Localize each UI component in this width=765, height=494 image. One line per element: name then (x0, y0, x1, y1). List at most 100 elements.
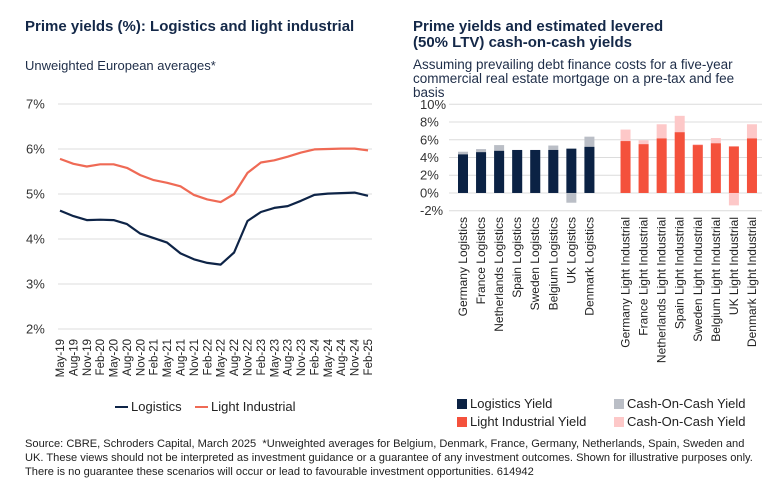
x-tick-label: Aug-20 (122, 339, 134, 376)
light-industrial-coc-legend-swatch (614, 416, 624, 427)
bar-belgium-logistics-logistics-yield (548, 149, 559, 193)
legend-item-light-industrial-yield: Light Industrial Yield (457, 414, 586, 429)
x-tick-label: May-20 (109, 339, 121, 377)
x-tick-label: Nov-24 (350, 338, 362, 376)
light-industrial-legend-swatch (195, 405, 208, 408)
bar-spain-logistics-logistics-yield (512, 149, 523, 193)
y-tick-label: 5% (26, 187, 45, 202)
x-tick-label: Belgium Light Industrial (709, 217, 723, 342)
bar-sweden-light-industrial-light-industrial-yield (692, 145, 703, 193)
x-tick-label: May-24 (323, 338, 335, 377)
bar-uk-logistics-cash-on-cash-yield (566, 192, 577, 203)
y-tick-label: 4% (420, 150, 439, 165)
x-tick-label: Nov-22 (242, 339, 254, 376)
legend-label: Logistics Yield (470, 396, 553, 411)
y-tick-label: -2% (420, 203, 444, 218)
legend-item-light-industrial-cash-on-cash: Cash-On-Cash Yield (614, 414, 746, 429)
left-chart-subtitle: Unweighted European averages* (25, 58, 216, 73)
x-tick-label: Feb-25 (363, 339, 375, 375)
left-x-axis: May-19 Aug-19 Nov-19 Feb-20 May-20 Aug-20 Nov-… (55, 338, 375, 377)
legend-label: Cash-On-Cash Yield (627, 396, 746, 411)
line-chart-prime-yields: 7%6%5%4%3%2% May-19 Aug-19 Nov-19 Feb-20 May… (26, 97, 375, 378)
left-series-lines (59, 147, 369, 266)
bar-uk-light-industrial-cash-on-cash-yield (728, 192, 739, 206)
legend-label: Cash-On-Cash Yield (627, 414, 746, 429)
bar-uk-light-industrial-light-industrial-yield (728, 146, 739, 193)
x-tick-label: Aug-19 (68, 339, 80, 376)
bar-denmark-light-industrial-light-industrial-yield (746, 138, 757, 193)
x-tick-label: May-23 (269, 339, 281, 377)
x-tick-label: Aug-22 (229, 339, 241, 376)
right-bars (458, 115, 757, 206)
x-tick-label: Netherlands Logistics (492, 217, 506, 332)
x-tick-label: Denmark Logistics (582, 217, 596, 316)
y-tick-label: 6% (26, 142, 45, 157)
x-tick-label: Nov-19 (82, 339, 94, 376)
x-tick-label: Spain Logistics (510, 217, 524, 298)
y-tick-label: 10% (420, 97, 446, 112)
x-tick-label: UK Light Industrial (727, 217, 741, 315)
right-y-axis: 10% 8% 6% 4% 2% 0% -2% (420, 97, 446, 218)
x-tick-label: Feb-20 (95, 339, 107, 375)
x-tick-label: Germany Light Industrial (619, 217, 633, 348)
y-tick-label: 2% (26, 322, 45, 337)
logistics-legend-swatch (115, 405, 128, 408)
bar-germany-logistics-logistics-yield (458, 154, 468, 193)
x-tick-label: UK Logistics (564, 217, 578, 284)
series-line-light-industrial (59, 147, 369, 204)
x-tick-label: Aug-23 (283, 339, 295, 376)
legend-item-light-industrial: Light Industrial (195, 399, 296, 414)
y-tick-label: 7% (26, 97, 45, 112)
x-tick-label: Feb-23 (256, 339, 268, 375)
right-chart-subtitle: Assuming prevailing debt finance costs f… (413, 57, 735, 100)
x-tick-label: Germany Logistics (456, 217, 470, 316)
legend-item-logistics-yield: Logistics Yield (457, 396, 552, 411)
left-gridlines (58, 103, 372, 330)
x-tick-label: Feb-24 (309, 338, 321, 375)
bar-netherlands-light-industrial-light-industrial-yield (656, 138, 667, 193)
bar-france-light-industrial-light-industrial-yield (638, 144, 649, 193)
x-tick-label: May-21 (162, 339, 174, 377)
bar-sweden-logistics-logistics-yield (530, 149, 541, 193)
legend-label: Light Industrial Yield (470, 414, 587, 429)
x-tick-label: Sweden Light Industrial (691, 217, 705, 342)
x-tick-label: Aug-24 (336, 338, 348, 376)
bar-netherlands-logistics-logistics-yield (494, 150, 505, 193)
bar-denmark-logistics-logistics-yield (584, 146, 595, 193)
legend-label: Logistics (131, 399, 182, 414)
x-tick-label: May-19 (55, 339, 67, 377)
legend-item-logistics-cash-on-cash: Cash-On-Cash Yield (614, 396, 746, 411)
x-tick-label: Netherlands Light Industrial (655, 217, 669, 363)
source-footnote: Source: CBRE, Schroders Capital, March 2… (25, 438, 756, 478)
right-chart-title: Prime yields and estimated levered (50% … (413, 18, 664, 51)
x-tick-label: Denmark Light Industrial (745, 217, 759, 347)
charts-canvas: 7%6%5%4%3%2% May-19 Aug-19 Nov-19 Feb-20 May… (26, 97, 762, 378)
bar-belgium-light-industrial-light-industrial-yield (710, 143, 721, 193)
x-tick-label: Nov-21 (189, 339, 201, 376)
bar-chart-cash-on-cash: 10% 8% 6% 4% 2% 0% -2% Germany Logistics France… (420, 97, 762, 363)
bar-uk-logistics-logistics-yield (566, 148, 577, 193)
legend-label: Light Industrial (211, 399, 296, 414)
x-tick-label: Feb-22 (202, 339, 214, 375)
y-tick-label: 8% (420, 115, 439, 130)
x-tick-label: Spain Light Industrial (673, 217, 687, 329)
logistics-coc-legend-swatch (614, 398, 624, 409)
x-tick-label: France Light Industrial (637, 217, 651, 336)
x-tick-label: Aug-21 (176, 339, 188, 376)
bar-spain-light-industrial-light-industrial-yield (674, 132, 685, 193)
y-tick-label: 4% (26, 232, 45, 247)
y-tick-label: 3% (26, 277, 45, 292)
logistics-yield-legend-swatch (457, 398, 467, 409)
left-y-axis: 7% 6% 5% 4% 3% 2% (26, 97, 45, 337)
series-line-logistics (59, 191, 369, 266)
x-tick-label: Belgium Logistics (546, 217, 560, 310)
left-chart-title: Prime yields (%): Logistics and light in… (25, 18, 355, 35)
y-tick-label: 6% (420, 132, 439, 147)
y-tick-label: 0% (420, 185, 439, 200)
x-tick-label: Feb-21 (149, 339, 161, 375)
light-industrial-yield-legend-swatch (457, 416, 467, 427)
x-tick-label: Nov-20 (135, 339, 147, 376)
bar-germany-light-industrial-light-industrial-yield (620, 141, 631, 193)
x-tick-label: May-22 (216, 339, 228, 377)
x-tick-label: France Logistics (474, 217, 488, 304)
